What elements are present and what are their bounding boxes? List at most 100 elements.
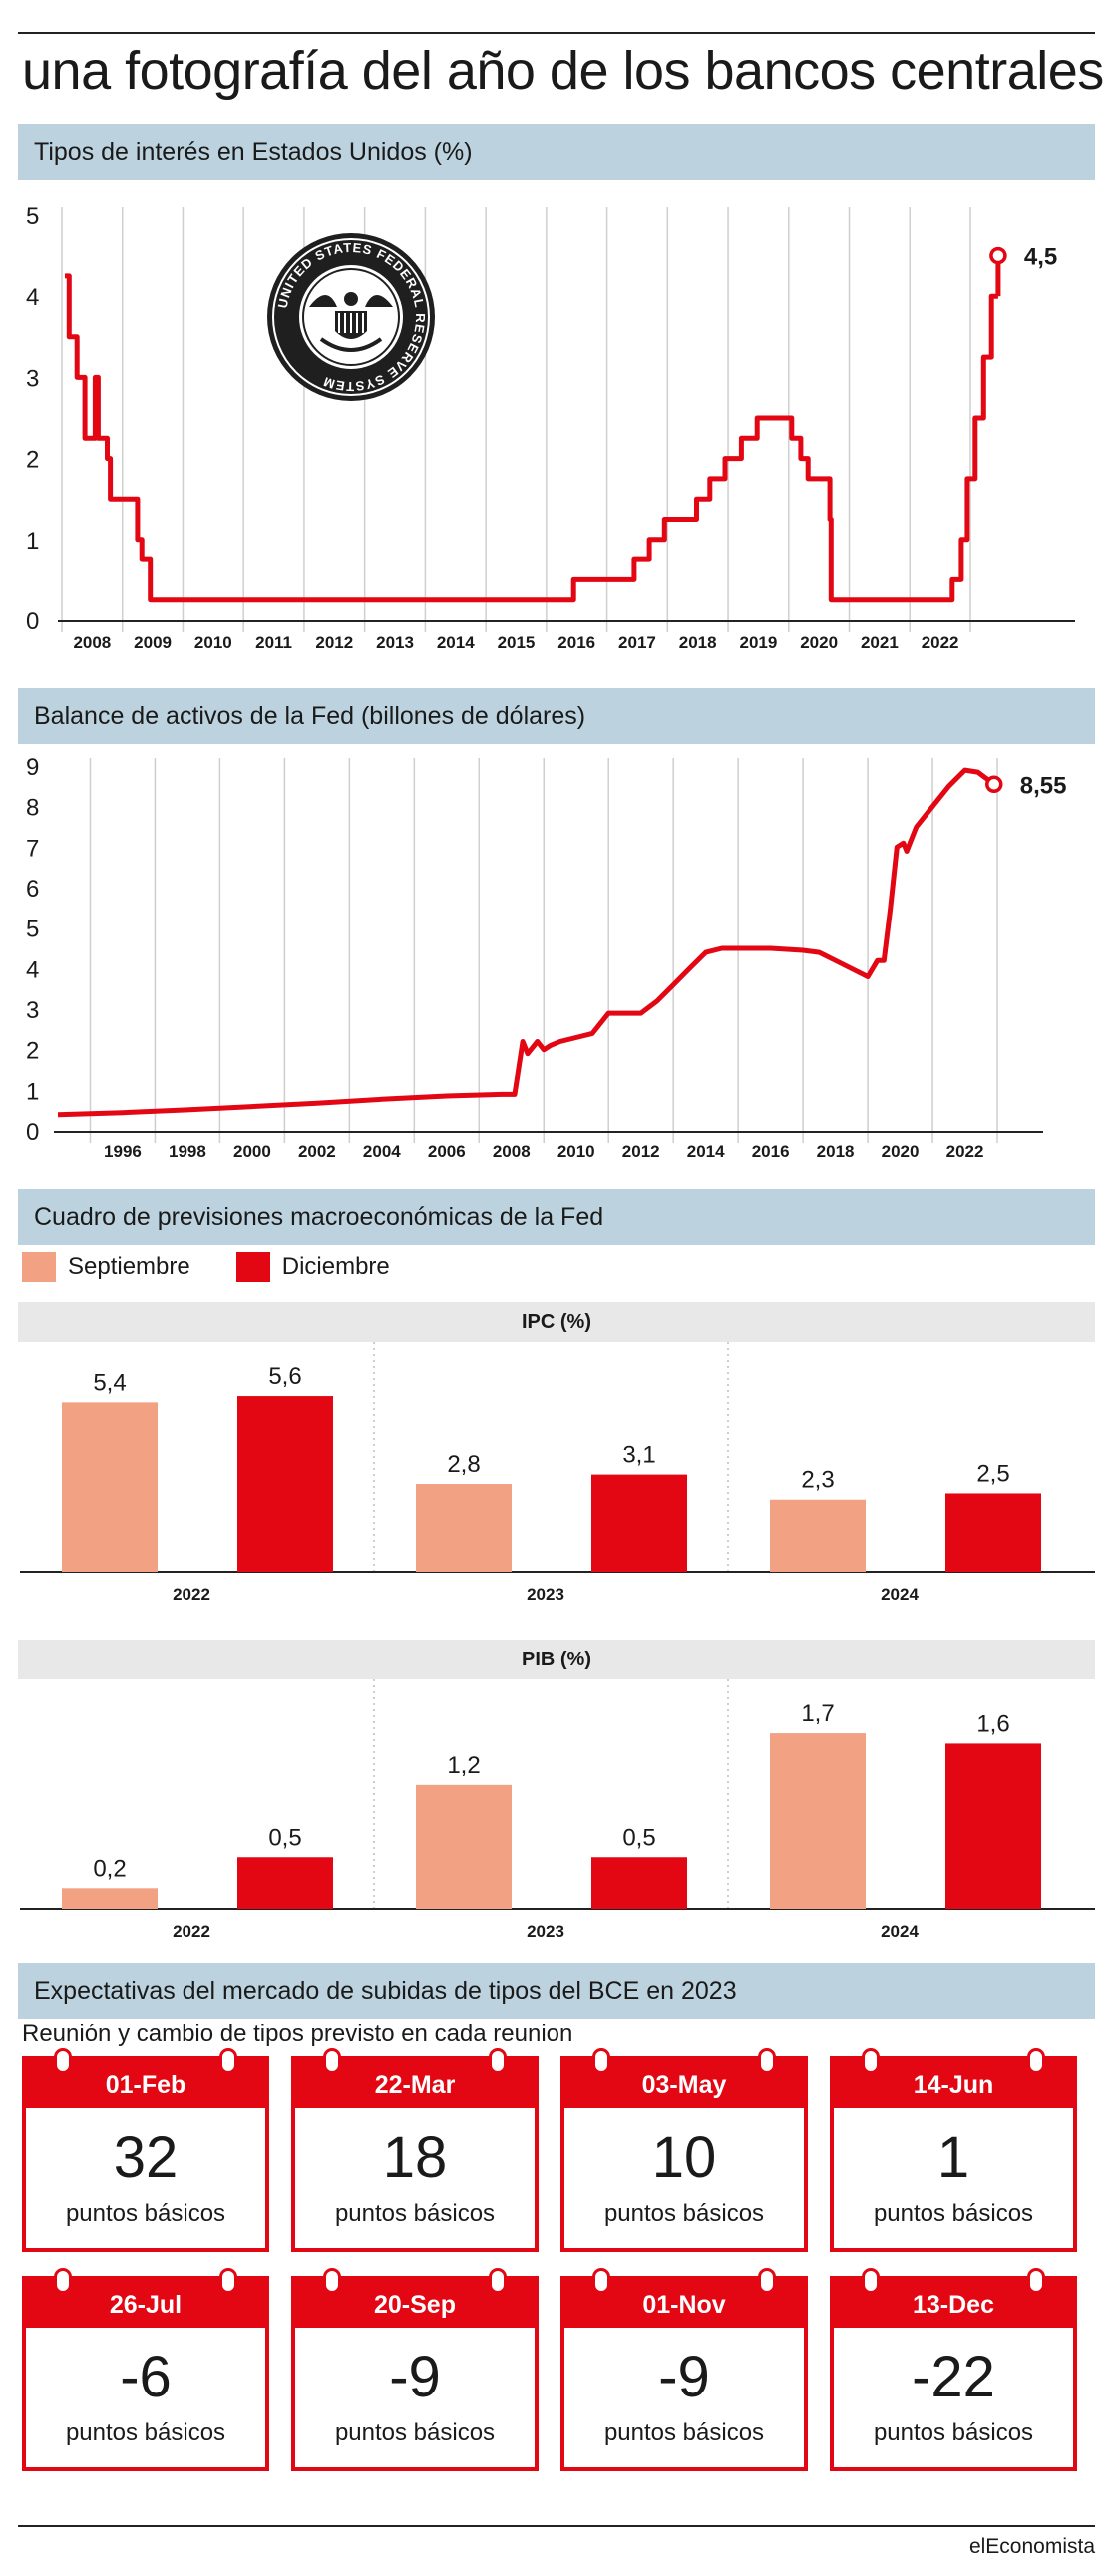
meeting-unit: puntos básicos [834, 2200, 1073, 2228]
calendar-ring-icon [219, 2268, 237, 2294]
y-tick-label: 5 [26, 917, 39, 943]
x-tick-label: 2021 [861, 633, 899, 652]
y-tick-label: 0 [26, 1119, 39, 1146]
calendar-ring-icon [758, 2048, 776, 2074]
projections-heading: Cuadro de previsiones macroeconómicas de… [18, 1189, 1095, 1245]
meeting-unit: puntos básicos [564, 2200, 804, 2228]
pib-title: PIB (%) [18, 1640, 1095, 1679]
calendar-ring-icon [862, 2048, 880, 2074]
x-tick-label: 2016 [557, 633, 595, 652]
seal-head [344, 292, 358, 306]
balance-heading: Balance de activos de la Fed (billones d… [18, 688, 1095, 744]
bar-diciembre [591, 1857, 687, 1909]
x-tick-label: 2009 [134, 633, 172, 652]
x-tick-label: 2020 [800, 633, 838, 652]
bar-value-label: 1,2 [447, 1752, 480, 1779]
meeting-card: 14-Jun 1 puntos básicos [830, 2056, 1077, 2252]
x-tick-label: 2008 [73, 633, 111, 652]
projections-legend: Septiembre Diciembre [22, 1249, 436, 1285]
y-tick-label: 1 [26, 1078, 39, 1105]
meeting-value: -22 [834, 2344, 1073, 2410]
x-tick-label: 2008 [493, 1142, 531, 1161]
bar-septiembre [770, 1733, 866, 1909]
end-point-marker [991, 249, 1005, 263]
meeting-card: 03-May 10 puntos básicos [560, 2056, 808, 2252]
calendar-ring-icon [489, 2268, 507, 2294]
source-credit: elEconomista [969, 2535, 1095, 2559]
rates-heading: Tipos de interés en Estados Unidos (%) [18, 124, 1095, 180]
bar-septiembre [416, 1484, 512, 1572]
legend-swatch-septiembre [22, 1252, 56, 1282]
calendar-ring-icon [323, 2268, 341, 2294]
legend-item-diciembre: Diciembre [236, 1252, 390, 1282]
y-tick-label: 3 [26, 365, 39, 392]
series-line [65, 276, 998, 600]
meeting-value: -6 [26, 2344, 265, 2410]
meeting-unit: puntos básicos [295, 2419, 535, 2447]
bottom-rule [18, 2525, 1095, 2527]
x-tick-label: 2012 [315, 633, 353, 652]
x-tick-label: 2017 [618, 633, 656, 652]
meeting-value: 18 [295, 2124, 535, 2191]
y-tick-label: 9 [26, 754, 39, 781]
x-tick-label: 2010 [194, 633, 232, 652]
y-tick-label: 1 [26, 528, 39, 554]
x-tick-label: 2014 [687, 1142, 725, 1161]
bar-diciembre [237, 1396, 333, 1572]
meeting-unit: puntos básicos [564, 2419, 804, 2447]
bar-value-label: 3,1 [622, 1442, 655, 1469]
meeting-value: -9 [564, 2344, 804, 2410]
fed-seal-icon: UNITED STATES FEDERAL RESERVE SYSTEM [267, 233, 435, 401]
x-tick-label: 1996 [104, 1142, 142, 1161]
rates-chart: 0123452008 2009 2010 2011 2012 2013 2014 2015 20… [0, 189, 1113, 668]
x-tick-label: 2022 [946, 1142, 984, 1161]
bar-value-label: 0,5 [268, 1824, 301, 1851]
legend-item-septiembre: Septiembre [22, 1252, 190, 1282]
meeting-value: -9 [295, 2344, 535, 2410]
calendar-ring-icon [1027, 2268, 1045, 2294]
ipc-title: IPC (%) [18, 1302, 1095, 1342]
meeting-value: 10 [564, 2124, 804, 2191]
x-tick-label: 2020 [882, 1142, 920, 1161]
x-tick-label: 2019 [740, 633, 778, 652]
bar-value-label: 1,6 [976, 1710, 1009, 1737]
calendar-ring-icon [219, 2048, 237, 2074]
category-label: 2024 [881, 1585, 919, 1604]
y-tick-label: 4 [26, 956, 39, 983]
x-tick-label: 2006 [428, 1142, 466, 1161]
bar-value-label: 0,5 [622, 1824, 655, 1851]
calendar-ring-icon [592, 2268, 610, 2294]
y-tick-label: 2 [26, 1038, 39, 1065]
legend-label-septiembre: Septiembre [68, 1253, 190, 1281]
bar-septiembre [62, 1888, 158, 1909]
series-line [58, 770, 994, 1115]
x-tick-label: 2016 [752, 1142, 790, 1161]
category-label: 2023 [527, 1922, 564, 1941]
x-tick-label: 2002 [298, 1142, 336, 1161]
calendar-ring-icon [323, 2048, 341, 2074]
top-rule [18, 32, 1095, 34]
x-tick-label: 2012 [622, 1142, 660, 1161]
x-tick-label: 2022 [922, 633, 959, 652]
meeting-card: 22-Mar 18 puntos básicos [291, 2056, 539, 2252]
bar-diciembre [591, 1475, 687, 1572]
bar-value-label: 0,2 [93, 1855, 126, 1882]
meeting-unit: puntos básicos [834, 2419, 1073, 2447]
legend-label-diciembre: Diciembre [282, 1253, 390, 1281]
y-tick-label: 2 [26, 447, 39, 474]
end-value-label: 4,5 [1024, 244, 1057, 271]
calendar-ring-icon [758, 2268, 776, 2294]
calendar-ring-icon [54, 2268, 72, 2294]
end-point-marker [987, 777, 1001, 791]
end-value-label: 8,55 [1020, 772, 1067, 799]
meeting-card: 01-Nov -9 puntos básicos [560, 2276, 808, 2471]
y-tick-label: 5 [26, 203, 39, 230]
pib-chart: 0,2 0,5 2022 1,2 0,5 2023 1,7 1,6 2024 [0, 1679, 1113, 1949]
x-tick-label: 2018 [679, 633, 717, 652]
x-tick-label: 2013 [376, 633, 414, 652]
calendar-ring-icon [592, 2048, 610, 2074]
bar-value-label: 5,4 [93, 1369, 126, 1396]
meeting-card: 01-Feb 32 puntos básicos [22, 2056, 269, 2252]
ecb-heading: Expectativas del mercado de subidas de t… [18, 1963, 1095, 2019]
bar-diciembre [945, 1493, 1041, 1572]
